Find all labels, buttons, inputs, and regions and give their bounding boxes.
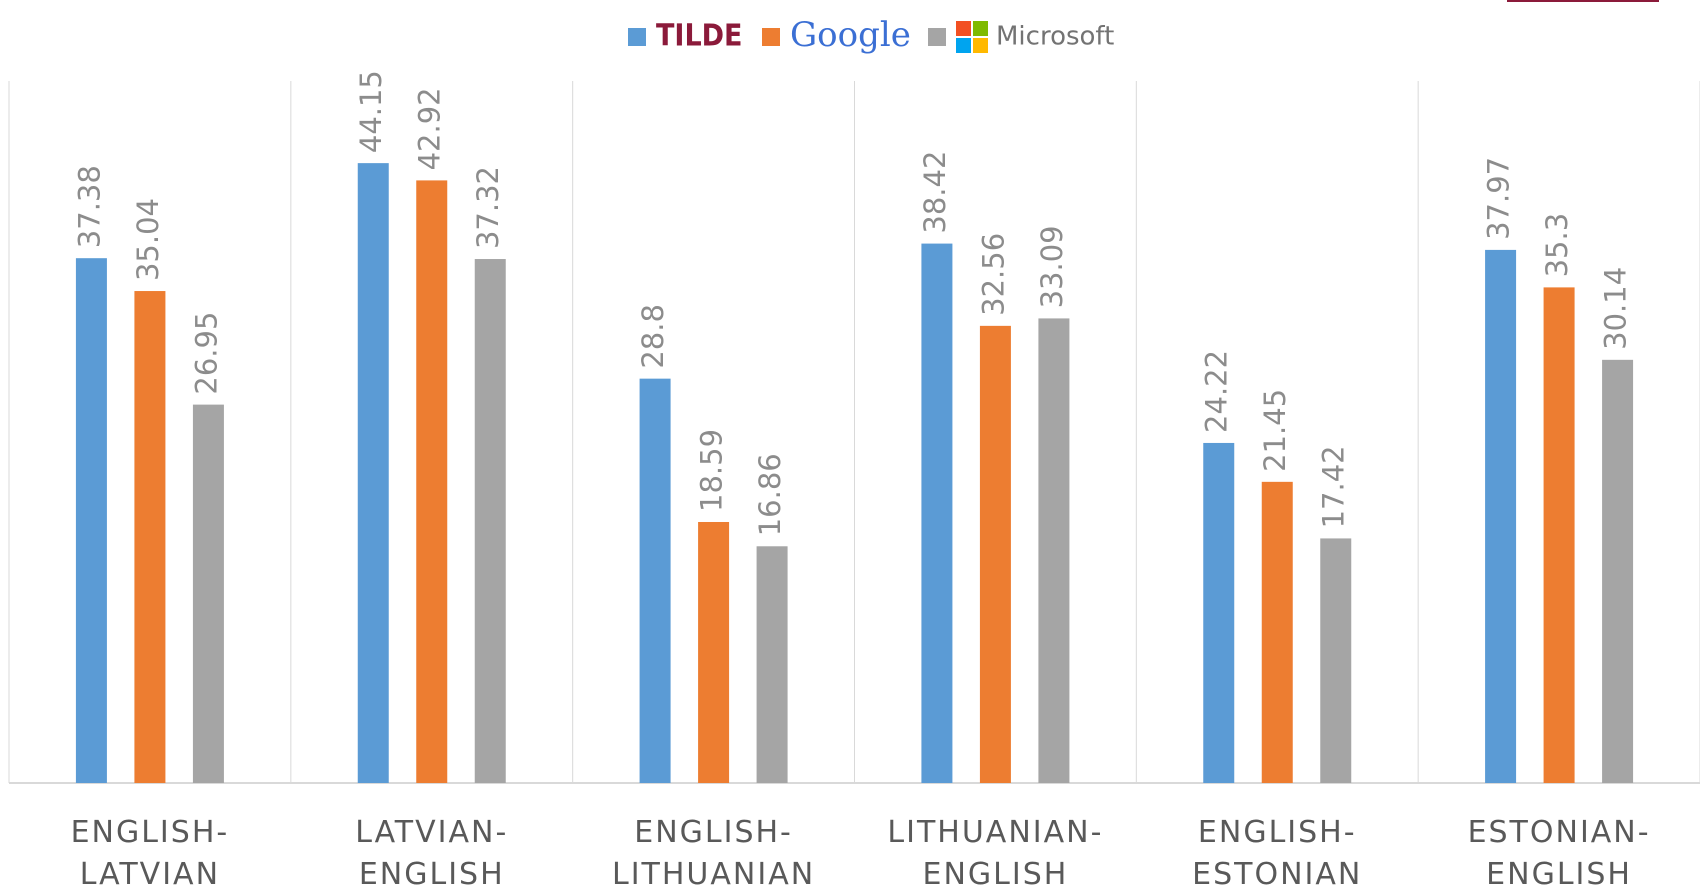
- x-tick-label: LITHUANIAN-ENGLISH: [887, 815, 1104, 891]
- bar: [75, 258, 107, 783]
- bar: [134, 291, 166, 783]
- data-label: 35.3: [1540, 213, 1574, 278]
- bar: [698, 521, 730, 783]
- logo-square: [973, 21, 988, 36]
- data-label: 18.59: [695, 429, 729, 512]
- data-label: 26.95: [189, 312, 223, 395]
- bar: [979, 325, 1011, 783]
- legend-swatch: [928, 28, 946, 46]
- data-label: 42.92: [413, 87, 447, 170]
- logo-square: [973, 38, 988, 53]
- bar: [1602, 359, 1634, 783]
- bar: [1261, 481, 1293, 783]
- data-label: 28.8: [636, 304, 670, 369]
- bar: [1203, 442, 1235, 783]
- data-label: 33.09: [1035, 225, 1069, 308]
- bar: [639, 378, 671, 783]
- legend-swatch: [628, 28, 646, 46]
- data-label: 37.38: [72, 165, 106, 248]
- x-tick-label: ESTONIAN-ENGLISH: [1467, 815, 1651, 891]
- data-label: 32.56: [976, 233, 1010, 316]
- data-label: 37.32: [471, 166, 505, 249]
- bar: [474, 259, 506, 783]
- data-label: 16.86: [753, 453, 787, 536]
- bar: [357, 163, 389, 783]
- data-label: 38.42: [918, 151, 952, 234]
- data-label: 44.15: [354, 70, 388, 153]
- x-tick-label: ENGLISH-LATVIAN: [70, 815, 230, 891]
- legend-label: TILDE: [656, 19, 743, 54]
- bar: [1543, 287, 1575, 783]
- data-label: 30.14: [1599, 267, 1633, 350]
- legend: TILDE Google Microsoft: [628, 15, 1114, 55]
- legend-label: Microsoft: [996, 22, 1114, 52]
- bar: [1038, 318, 1070, 783]
- bar: [192, 404, 224, 783]
- logo-square: [956, 38, 971, 53]
- data-label: 21.45: [1258, 389, 1292, 472]
- x-tick-label: ENGLISH-LITHUANIAN: [611, 815, 816, 891]
- data-label: 35.04: [131, 198, 165, 281]
- bar: [1485, 249, 1517, 784]
- data-label: 37.97: [1482, 157, 1516, 240]
- bar: [416, 180, 448, 783]
- logo-square: [956, 21, 971, 36]
- data-label: 17.42: [1317, 445, 1351, 528]
- bar: [1320, 538, 1352, 783]
- x-tick-label: LATVIAN-ENGLISH: [355, 815, 509, 891]
- bar: [756, 546, 788, 783]
- bar: [921, 243, 953, 784]
- data-label: 24.22: [1200, 350, 1234, 433]
- legend-label: Google: [790, 15, 911, 55]
- legend-swatch: [762, 28, 780, 46]
- x-tick-label: ENGLISH-ESTONIAN: [1192, 815, 1363, 891]
